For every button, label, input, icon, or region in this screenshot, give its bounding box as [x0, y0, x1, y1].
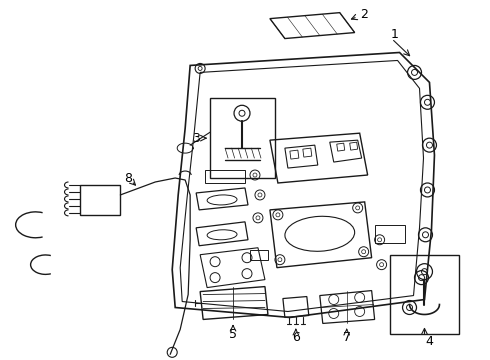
- Text: 6: 6: [292, 331, 300, 344]
- Text: 1: 1: [391, 28, 398, 41]
- Bar: [210, 98, 275, 178]
- Text: 3: 3: [192, 132, 200, 145]
- Text: 7: 7: [343, 331, 351, 344]
- Bar: [80, 185, 121, 215]
- Bar: [205, 170, 245, 183]
- Text: 5: 5: [229, 328, 237, 341]
- Bar: [390, 255, 460, 334]
- Text: 2: 2: [360, 8, 368, 21]
- Bar: [375, 225, 405, 243]
- Text: 8: 8: [124, 171, 132, 185]
- Text: 4: 4: [425, 335, 434, 348]
- Bar: [250, 250, 268, 260]
